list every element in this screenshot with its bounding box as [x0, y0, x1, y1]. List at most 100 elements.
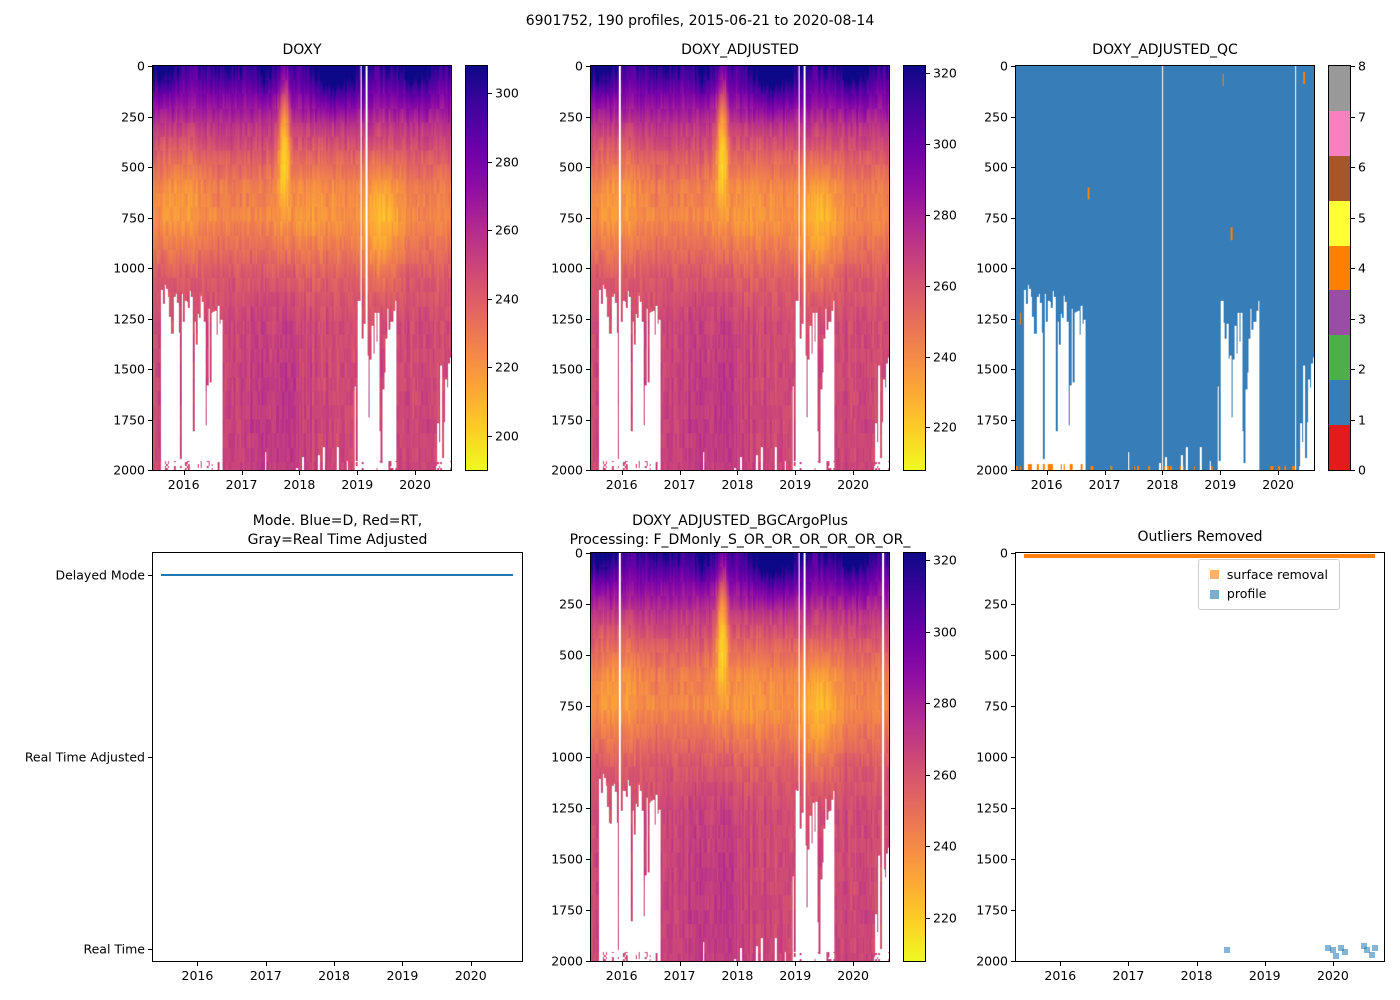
- y-tick-label: 0: [575, 58, 583, 74]
- x-tick-label: 2019: [386, 968, 419, 983]
- x-tick-mark: [853, 471, 855, 475]
- colorbar-tick-mark: [926, 846, 930, 848]
- colorbar-tick-label: 280: [933, 207, 957, 223]
- x-tick-label: 2018: [721, 477, 754, 492]
- y-tick-mark: [586, 655, 590, 656]
- x-tick-mark: [795, 962, 797, 966]
- x-tick-mark: [1278, 471, 1280, 475]
- x-tick-label: 2017: [663, 477, 696, 492]
- x-tick-label: 2016: [1044, 968, 1077, 983]
- y-tick-mark: [148, 167, 152, 168]
- y-tick-mark: [148, 948, 152, 950]
- y-tick-mark: [586, 859, 590, 860]
- doxy-colorbar: 200 220 240 260 280 300: [465, 65, 519, 471]
- y-tick-label: 1500: [551, 851, 583, 867]
- colorbar-tick-label: 320: [933, 65, 957, 81]
- qc-colorbar-block: [1329, 290, 1350, 336]
- y-tick-label: 1500: [976, 851, 1008, 867]
- y-tick-label: 0: [1000, 545, 1008, 561]
- colorbar-tick-label: 300: [933, 136, 957, 152]
- surface-removal-marker-icon: [1209, 570, 1219, 580]
- y-tick-label: 2000: [976, 462, 1008, 478]
- doxy-adjusted-qc-canvas: [1016, 66, 1314, 470]
- colorbar-tick-label: 320: [933, 552, 957, 568]
- profile-marker-icon: [1209, 589, 1219, 599]
- colorbar-tick-mark: [926, 73, 930, 75]
- x-tick-mark: [1060, 962, 1062, 966]
- x-tick-mark: [621, 962, 623, 966]
- y-tick-mark: [148, 318, 152, 320]
- doxy-adjusted-qc-panel: 2016 2017 2018 2019 2020 0 250 500 750 1000 1250 15…: [976, 59, 1315, 492]
- colorbar-tick-mark: [488, 298, 492, 300]
- outliers-title: Outliers Removed: [1137, 529, 1263, 545]
- y-tick-label: 0: [1000, 58, 1008, 74]
- y-category-label: Real Time: [83, 941, 145, 957]
- colorbar-tick-mark: [488, 367, 492, 369]
- y-tick-mark: [586, 604, 590, 605]
- y-tick-mark: [1011, 553, 1015, 554]
- y-tick-mark: [1011, 66, 1015, 67]
- y-tick-label: 1250: [113, 311, 145, 326]
- colorbar-tick-mark: [488, 161, 492, 163]
- colorbar-tick-label: 5: [1358, 210, 1366, 225]
- bgcargoplus-colorbar: 220 240 260 280 300 320: [903, 552, 957, 962]
- mode-title-line2: Gray=Real Time Adjusted: [247, 531, 428, 548]
- x-tick-label: 2017: [663, 968, 696, 983]
- y-tick-mark: [148, 369, 152, 370]
- bgcargoplus-heatmap-panel: 2016 2017 2018 2019 2020 0 250 500 750 1000 1250 15…: [551, 546, 890, 983]
- y-tick-mark: [1011, 268, 1015, 269]
- y-tick-label: 2000: [551, 953, 583, 969]
- y-tick-mark: [1011, 757, 1015, 758]
- qc-colorbar-block: [1329, 200, 1350, 246]
- colorbar-tick-label: 280: [933, 695, 957, 711]
- y-tick-mark: [586, 369, 590, 370]
- y-tick-mark: [1011, 470, 1015, 471]
- x-tick-label: 2017: [249, 968, 282, 983]
- y-tick-label: 1000: [113, 260, 145, 276]
- x-tick-mark: [1046, 471, 1048, 475]
- x-tick-mark: [415, 471, 417, 475]
- colorbar-tick-mark: [926, 560, 930, 562]
- qc-colorbar-block: [1329, 110, 1350, 156]
- y-tick-label: 750: [559, 698, 583, 714]
- doxy-adjusted-title: DOXY_ADJUSTED: [681, 42, 799, 58]
- qc-colorbar-block: [1329, 425, 1350, 470]
- y-tick-label: 250: [559, 596, 583, 612]
- y-category-label: Delayed Mode: [55, 567, 145, 583]
- colorbar-tick-mark: [1351, 419, 1355, 421]
- x-tick-label: 2017: [225, 477, 258, 492]
- x-tick-mark: [1332, 962, 1334, 966]
- x-tick-label: 2016: [181, 968, 214, 983]
- profile-outlier-point: [1224, 947, 1231, 954]
- y-tick-mark: [148, 419, 152, 421]
- y-tick-mark: [586, 706, 590, 707]
- x-tick-label: 2018: [1180, 968, 1213, 983]
- y-tick-mark: [148, 470, 152, 471]
- colorbar-tick-mark: [926, 143, 930, 145]
- y-tick-label: 750: [121, 210, 145, 225]
- y-tick-label: 1750: [551, 412, 583, 427]
- y-tick-mark: [586, 419, 590, 421]
- colorbar-tick-label: 300: [933, 624, 957, 640]
- colorbar-tick-mark: [1351, 167, 1355, 168]
- colorbar-tick-mark: [926, 214, 930, 216]
- colorbar-tick-mark: [1351, 470, 1355, 471]
- colorbar-tick-label: 2: [1358, 361, 1366, 377]
- y-tick-label: 1750: [113, 412, 145, 427]
- colorbar-tick-mark: [1351, 116, 1355, 118]
- y-tick-mark: [586, 217, 590, 219]
- x-tick-mark: [737, 962, 739, 966]
- profile-outlier-point: [1333, 952, 1340, 959]
- y-tick-mark: [1011, 706, 1015, 707]
- y-tick-mark: [1011, 419, 1015, 421]
- y-tick-label: 750: [984, 210, 1008, 225]
- legend-entry-profile: profile: [1209, 584, 1328, 603]
- y-tick-label: 500: [559, 159, 583, 175]
- x-tick-mark: [183, 471, 185, 475]
- y-tick-mark: [586, 757, 590, 758]
- colorbar-tick-label: 280: [495, 154, 519, 170]
- qc-colorbar-block: [1329, 335, 1350, 381]
- colorbar-tick-mark: [926, 774, 930, 776]
- colorbar-tick-mark: [926, 285, 930, 287]
- y-tick-label: 1750: [551, 902, 583, 918]
